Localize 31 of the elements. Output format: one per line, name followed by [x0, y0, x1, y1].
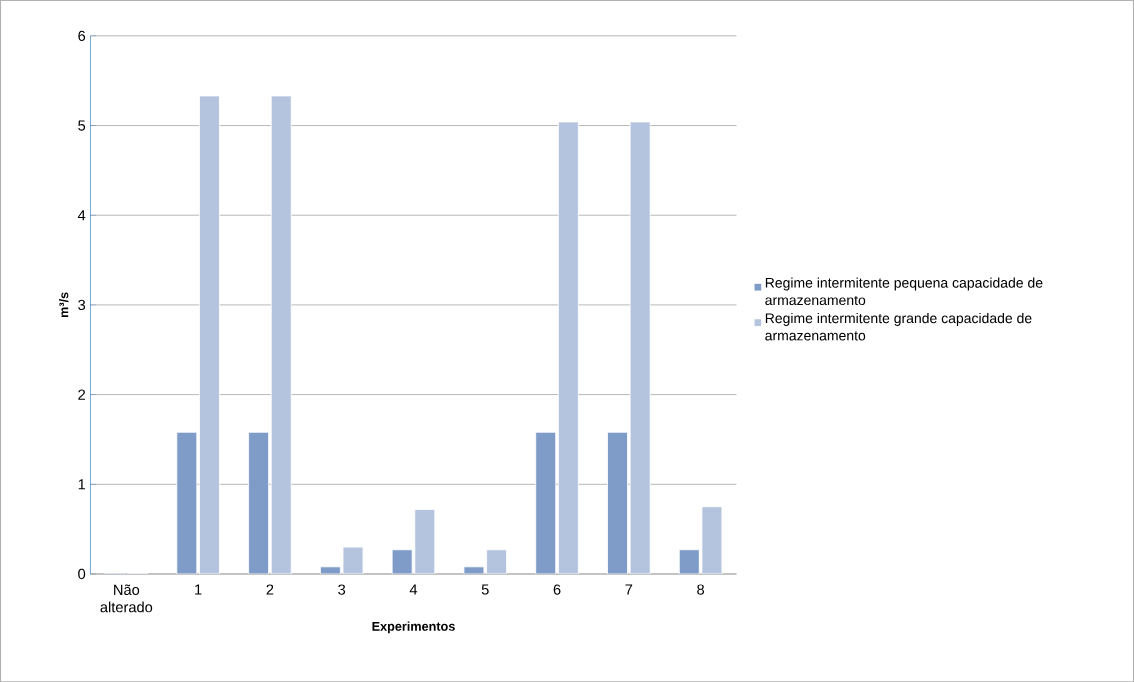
x-tick-label: Não alterado: [100, 584, 153, 613]
x-tick-label: 6: [553, 584, 561, 595]
bar: [270, 95, 292, 574]
y-tick-label: 5: [78, 120, 86, 131]
bar: [176, 431, 198, 574]
bar: [607, 431, 628, 574]
x-tick-label: 7: [625, 584, 633, 595]
legend-label: Regime intermitente grande capacidade de armazenamento: [765, 312, 1032, 341]
y-tick-label: 4: [77, 209, 86, 221]
x-tick-label: 4: [409, 584, 418, 595]
x-tick-label: 1: [195, 584, 202, 595]
y-tick-label: 2: [78, 389, 86, 400]
y-tick-label: 1: [78, 479, 86, 490]
bar: [629, 121, 651, 574]
bar: [678, 549, 700, 574]
x-axis-title: Experimentos: [372, 621, 455, 634]
y-axis-title: m³/s: [59, 292, 69, 317]
x-tick-label: 3: [338, 584, 346, 595]
y-tick-label: 0: [78, 568, 86, 579]
legend-label: Regime intermitente pequena capacidade de armazenamento: [765, 277, 1043, 305]
bar: [414, 508, 436, 574]
bar: [535, 431, 557, 574]
x-tick-label: 2: [266, 584, 274, 595]
x-tick-label: 8: [697, 584, 705, 595]
bar: [199, 95, 220, 574]
bar: [248, 431, 269, 574]
bar: [486, 549, 507, 574]
y-tick-label: 6: [78, 30, 86, 41]
bar: [557, 121, 579, 574]
y-tick-label: 3: [78, 299, 86, 310]
x-tick-label: 5: [481, 584, 489, 595]
